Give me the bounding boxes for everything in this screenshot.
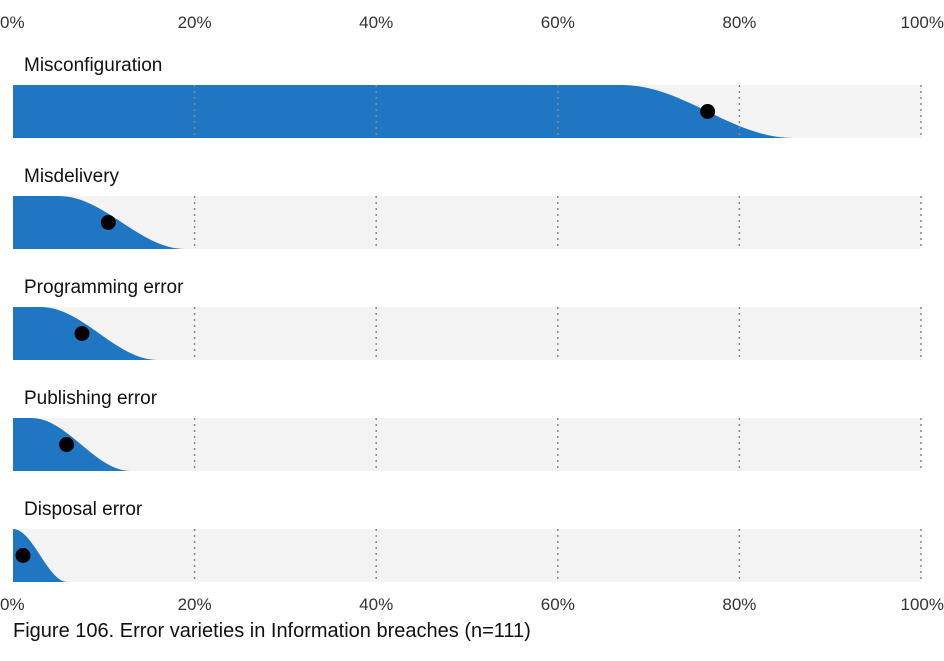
distribution-area — [13, 85, 794, 138]
series-label: Misconfiguration — [24, 55, 162, 76]
bottom-tick-label: 80% — [722, 595, 756, 614]
row-band — [13, 418, 921, 471]
bottom-tick-label: 0% — [0, 595, 25, 614]
distribution-area — [13, 196, 186, 249]
estimate-dot — [100, 215, 116, 230]
series-label: Disposal error — [24, 499, 143, 520]
chart: 0% 0% 20% 20% 40% 40% 60% 60% 80% 80% 100% 100% Misc… — [0, 13, 944, 614]
estimate-dot — [15, 548, 31, 563]
top-tick-label: 40% — [359, 13, 393, 32]
top-tick-label: 60% — [541, 13, 575, 32]
top-tick-label: 20% — [178, 13, 212, 32]
bottom-tick-label: 40% — [359, 595, 393, 614]
row-band — [13, 529, 921, 582]
row-band — [13, 307, 921, 360]
top-tick-label: 0% — [0, 13, 25, 32]
row-band — [13, 196, 921, 249]
series-label: Programming error — [24, 277, 184, 298]
figure-caption: Figure 106. Error varieties in Informati… — [13, 620, 531, 642]
top-tick-label: 80% — [722, 13, 756, 32]
bottom-tick-label: 100% — [901, 595, 944, 614]
series-label: Publishing error — [24, 388, 158, 409]
distribution-area — [13, 529, 68, 582]
top-tick-label: 100% — [901, 13, 944, 32]
estimate-dot — [74, 326, 90, 341]
bottom-tick-label: 60% — [541, 595, 575, 614]
estimate-dot — [700, 104, 716, 119]
estimate-dot — [59, 437, 75, 452]
series-label: Misdelivery — [24, 166, 120, 187]
bottom-tick-label: 20% — [178, 595, 212, 614]
